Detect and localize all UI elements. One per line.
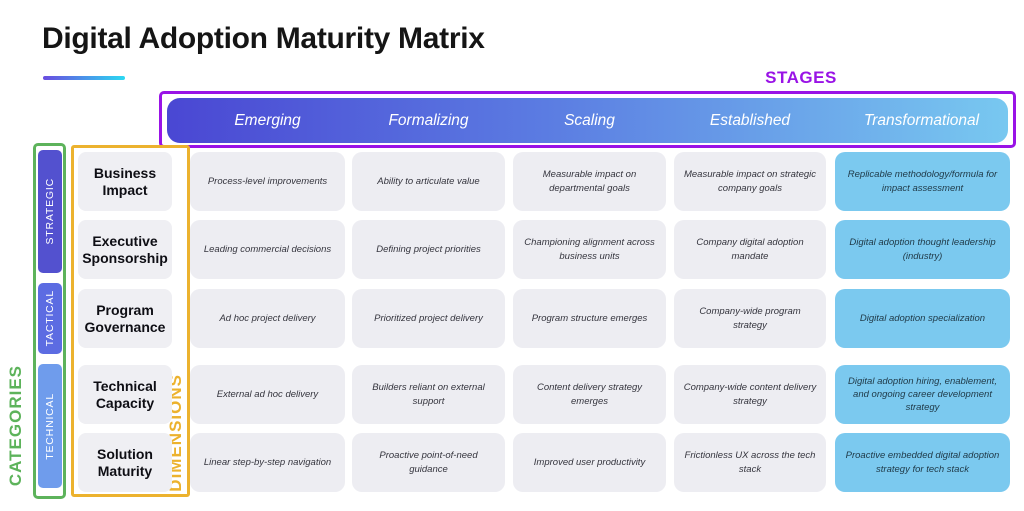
- matrix-cell-executive-sponsorship-formalizing: Defining project priorities: [352, 220, 505, 279]
- category-pill-technical: TECHNICAL: [38, 364, 62, 488]
- matrix-cell-program-governance-transformational: Digital adoption specialization: [835, 289, 1010, 348]
- matrix-cell-technical-capacity-established: Company-wide content delivery strategy: [674, 365, 826, 424]
- matrix-cell-business-impact-formalizing: Ability to articulate value: [352, 152, 505, 211]
- stage-header-established: Established: [709, 112, 791, 129]
- stage-header-transformational: Transformational: [863, 112, 980, 129]
- category-pill-strategic: STRATEGIC: [38, 150, 62, 273]
- matrix-cell-program-governance-formalizing: Prioritized project delivery: [352, 289, 505, 348]
- matrix-cell-program-governance-established: Company-wide program strategy: [674, 289, 826, 348]
- stage-header-scaling: Scaling: [564, 112, 615, 129]
- matrix-cell-program-governance-emerging: Ad hoc project delivery: [190, 289, 345, 348]
- matrix-cell-business-impact-emerging: Process-level improvements: [190, 152, 345, 211]
- dimension-label-program-governance: Program Governance: [78, 289, 172, 348]
- matrix-cell-executive-sponsorship-scaling: Championing alignment across business un…: [513, 220, 666, 279]
- matrix-cell-executive-sponsorship-established: Company digital adoption mandate: [674, 220, 826, 279]
- matrix-cell-solution-maturity-transformational: Proactive embedded digital adoption stra…: [835, 433, 1010, 492]
- matrix-cell-technical-capacity-scaling: Content delivery strategy emerges: [513, 365, 666, 424]
- matrix-cell-executive-sponsorship-transformational: Digital adoption thought leadership (ind…: [835, 220, 1010, 279]
- stage-header-formalizing: Formalizing: [388, 112, 469, 129]
- dimension-label-executive-sponsorship: Executive Sponsorship: [78, 220, 172, 279]
- title-underline-accent: [43, 76, 125, 80]
- matrix-cell-technical-capacity-formalizing: Builders reliant on external support: [352, 365, 505, 424]
- matrix-cell-executive-sponsorship-emerging: Leading commercial decisions: [190, 220, 345, 279]
- stage-header-emerging: Emerging: [234, 112, 301, 129]
- stages-axis-label: STAGES: [765, 68, 837, 87]
- dimensions-outline-box: [71, 145, 190, 497]
- matrix-cell-technical-capacity-transformational: Digital adoption hiring, enablement, and…: [835, 365, 1010, 424]
- page-title: Digital Adoption Maturity Matrix: [42, 22, 485, 55]
- category-pill-tactical: TACTICAL: [38, 283, 62, 354]
- matrix-cell-solution-maturity-established: Frictionless UX across the tech stack: [674, 433, 826, 492]
- dimension-label-technical-capacity: Technical Capacity: [78, 365, 172, 424]
- categories-axis-label: CATEGORIES: [6, 364, 25, 487]
- stages-outline-box: [159, 91, 1016, 148]
- matrix-cell-solution-maturity-scaling: Improved user productivity: [513, 433, 666, 492]
- matrix-cell-business-impact-transformational: Replicable methodology/formula for impac…: [835, 152, 1010, 211]
- matrix-cell-program-governance-scaling: Program structure emerges: [513, 289, 666, 348]
- categories-outline-box: [33, 143, 66, 499]
- dimension-label-business-impact: Business Impact: [78, 152, 172, 211]
- matrix-cell-solution-maturity-formalizing: Proactive point-of-need guidance: [352, 433, 505, 492]
- matrix-cell-solution-maturity-emerging: Linear step-by-step navigation: [190, 433, 345, 492]
- matrix-cell-business-impact-established: Measurable impact on strategic company g…: [674, 152, 826, 211]
- stage-header-bar: Emerging Formalizing Scaling Established…: [167, 98, 1008, 143]
- dimension-label-solution-maturity: Solution Maturity: [78, 433, 172, 492]
- matrix-cell-technical-capacity-emerging: External ad hoc delivery: [190, 365, 345, 424]
- matrix-cell-business-impact-scaling: Measurable impact on departmental goals: [513, 152, 666, 211]
